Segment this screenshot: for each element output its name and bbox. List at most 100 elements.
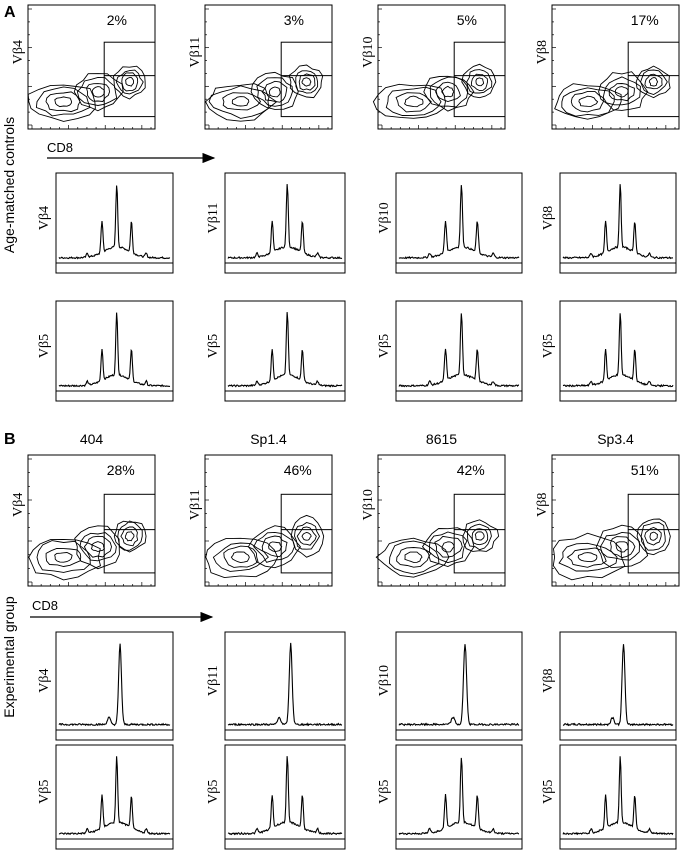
gate-percentage: 42% [457,462,485,478]
spectratype-ylabel: Vβ5 [541,780,556,804]
cd8-gate [103,41,156,118]
cd8-gate [453,41,506,118]
cd8-axis-label: CD8 [32,598,58,613]
contour-lines [375,519,500,578]
spectratype-frame [395,300,523,402]
spectratype-trace [398,185,520,260]
spectratype-trace [562,756,674,836]
axis-ticks [28,8,152,129]
spectratype-trace [58,756,171,836]
column-header: 8615 [426,431,457,447]
contour-plot-frame [204,4,333,130]
gate-percentage: 3% [284,12,304,28]
spectratype-ylabel: Vβ10 [377,202,392,233]
spectratype-baseline [395,838,523,850]
spectratype-trace [562,313,674,388]
spectratype-trace [227,642,343,727]
spectratype-ylabel: Vβ10 [377,665,392,696]
contour-ylabel: Vβ8 [535,40,550,64]
spectratype-frame [55,172,174,274]
panel-b-plots: 40428%Vβ4Vβ4Vβ5Sp1.446%Vβ11Vβ11Vβ5861542… [11,431,680,850]
axis-ticks [552,8,676,129]
spectratype-baseline [224,390,346,402]
spectratype-baseline [559,262,677,274]
spectratype-ylabel: Vβ5 [37,334,52,358]
contour-lines [554,65,671,120]
contour-ylabel: Vβ11 [188,37,203,68]
spectratype-baseline [395,729,523,741]
spectratype-frame [395,631,523,741]
contour-plot-frame [551,454,680,587]
spectratype-ylabel: Vβ5 [37,780,52,804]
spectratype-ylabel: Vβ5 [206,334,221,358]
axis-ticks [378,8,502,129]
spectratype-baseline [55,729,174,741]
spectratype-ylabel: Vβ5 [206,780,221,804]
spectratype-frame [559,300,677,402]
spectratype-trace [562,644,674,727]
spectratype-baseline [559,838,677,850]
contour-ylabel: Vβ10 [361,489,376,520]
panel-a: A Age-matched controls CD8 [1,4,216,253]
spectratype-trace [227,312,343,388]
cd8-axis-label: CD8 [47,140,73,155]
spectratype-baseline [224,262,346,274]
panel-letter-b: B [4,431,16,448]
spectratype-frame [55,631,174,741]
plot-column: Sp3.4 51% Vβ8 Vβ8 Vβ5 [535,431,680,850]
contour-lines [28,520,147,581]
contour-ylabel: Vβ4 [11,40,26,64]
spectratype-trace [398,644,520,727]
panel-a-plots: 2%Vβ4Vβ4Vβ53%Vβ11Vβ11Vβ55%Vβ10Vβ10Vβ517%… [11,4,680,402]
plot-column: 3% Vβ11 Vβ11 Vβ5 [188,4,346,402]
axis-ticks [205,8,329,129]
spectratype-trace [398,757,520,836]
spectratype-baseline [224,838,346,850]
contour-lines [552,518,671,581]
gate-percentage: 51% [631,462,659,478]
gate-percentage: 46% [284,462,312,478]
spectratype-ylabel: Vβ8 [541,668,556,692]
contour-lines [27,65,146,122]
spectratype-frame [559,631,677,741]
spectratype-ylabel: Vβ4 [37,206,52,230]
spectratype-trace [398,313,520,388]
contour-plot-frame [27,454,156,587]
spectratype-ylabel: Vβ4 [37,668,52,692]
side-label-experimental: Experimental group [1,596,17,718]
side-label-controls: Age-matched controls [1,117,17,253]
spectratype-ylabel: Vβ5 [377,780,392,804]
axis-ticks [552,458,676,586]
spectratype-trace [58,312,171,388]
cd8-gate [280,41,333,118]
spectratype-baseline [395,390,523,402]
spectratype-baseline [224,729,346,741]
spectratype-baseline [55,390,174,402]
gate-percentage: 5% [457,12,477,28]
spectratype-baseline [559,729,677,741]
spectratype-baseline [395,262,523,274]
spectratype-ylabel: Vβ5 [541,334,556,358]
spectratype-trace [227,756,343,836]
spectratype-ylabel: Vβ8 [541,206,556,230]
gate-percentage: 2% [107,12,127,28]
spectratype-frame [559,744,677,850]
column-header: 404 [80,431,104,447]
panel-b: B Experimental group CD8 [1,431,214,718]
spectratype-trace [58,185,171,260]
contour-lines [205,514,325,579]
plot-column: 2% Vβ4 Vβ4 Vβ5 [11,4,174,402]
spectratype-frame [224,631,346,741]
column-header: Sp1.4 [250,431,287,447]
contour-ylabel: Vβ4 [11,493,26,517]
plot-column: 17% Vβ8 Vβ8 Vβ5 [535,4,680,402]
spectratype-frame [224,744,346,850]
spectratype-ylabel: Vβ11 [206,203,221,234]
contour-plot-frame [551,4,680,130]
plot-column: 5% Vβ10 Vβ10 Vβ5 [361,4,523,402]
axis-ticks [205,458,329,586]
contour-ylabel: Vβ8 [535,493,550,517]
